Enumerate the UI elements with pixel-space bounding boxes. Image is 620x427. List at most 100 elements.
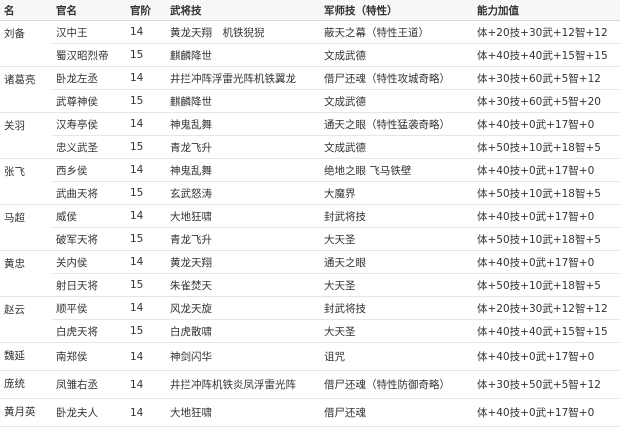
- stat-bonus: 体+20技+30武+12智+12: [473, 20, 620, 44]
- header-cell: 武将技: [166, 0, 320, 21]
- table-row: 白虎天将 15 白虎散啸 大天圣 体+40技+40武+15智+15: [0, 319, 620, 343]
- table-row: 黄忠 关内侯 14 黄龙天翔 通天之眼 体+40技+0武+17智+0: [0, 250, 620, 297]
- stat-bonus: 体+50技+10武+18智+5: [473, 135, 620, 159]
- strategist-skill: 借尸还魂: [320, 398, 473, 427]
- general-skill: 玄武怒涛: [166, 181, 320, 205]
- rank: 14: [126, 370, 166, 399]
- title-name: 忠义武圣: [52, 135, 126, 159]
- stat-bonus: 体+50技+10武+18智+5: [473, 273, 620, 297]
- stat-bonus: 体+50技+10武+18智+5: [473, 227, 620, 251]
- general-name: 关羽: [0, 112, 52, 159]
- stat-bonus: 体+40技+40武+15智+15: [473, 319, 620, 343]
- table-row: 武曲天将 15 玄武怒涛 大魔界 体+50技+10武+18智+5: [0, 181, 620, 205]
- general-name: 诸葛亮: [0, 66, 52, 113]
- general-skill: 黄龙天翔: [166, 250, 320, 274]
- table-row: 庞统 凤雏右丞 14 井拦冲阵机铁炎凤浮雷光阵 借尸还魂（特性防御奇略） 体+30技+50…: [0, 370, 620, 399]
- general-name: 马超: [0, 204, 52, 251]
- general-skill: 风龙天旋: [166, 296, 320, 320]
- strategist-skill: 蔽天之幕（特性王道）: [320, 20, 473, 44]
- table-row: 刘备 汉中王 14 黄龙天翔 机铁猊猊 蔽天之幕（特性王道） 体+20技+30武+12智+…: [0, 20, 620, 67]
- table-row: 张飞 西乡侯 14 神鬼乱舞 绝地之眼 飞马铁壁 体+40技+0武+17智+0: [0, 158, 620, 205]
- table-body: 刘备 汉中王 14 黄龙天翔 机铁猊猊 蔽天之幕（特性王道） 体+20技+30武+12智+…: [0, 20, 620, 427]
- general-skill: 青龙飞升: [166, 227, 320, 251]
- general-name: 魏延: [0, 342, 52, 371]
- title-name: 蜀汉昭烈帝: [52, 43, 126, 67]
- table-row: 马超 威侯 14 大地狂啸 封武将技 体+40技+0武+17智+0: [0, 204, 620, 251]
- rank: 14: [126, 250, 166, 274]
- title-name: 射日天将: [52, 273, 126, 297]
- title-name: 凤雏右丞: [52, 370, 126, 399]
- title-name: 白虎天将: [52, 319, 126, 343]
- rank: 14: [126, 66, 166, 90]
- strategist-skill: 通天之眼（特性猛袭奇略）: [320, 112, 473, 136]
- header-cell: 官阶: [126, 0, 166, 21]
- general-name: 张飞: [0, 158, 52, 205]
- rank: 15: [126, 273, 166, 297]
- general-skill: 青龙飞升: [166, 135, 320, 159]
- header-cell: 名: [0, 0, 52, 21]
- title-name: 威侯: [52, 204, 126, 228]
- strategist-skill: 文成武德: [320, 135, 473, 159]
- title-name: 卧龙夫人: [52, 398, 126, 427]
- rank: 15: [126, 227, 166, 251]
- header-row: 名官名 官阶 武将技 军师技（特性） 能力加值: [0, 0, 620, 21]
- stat-bonus: 体+40技+40武+15智+15: [473, 43, 620, 67]
- stat-bonus: 体+40技+0武+17智+0: [473, 204, 620, 228]
- strategist-skill: 大天圣: [320, 319, 473, 343]
- strategist-skill: 借尸还魂（特性防御奇略）: [320, 370, 473, 399]
- title-name: 顺平侯: [52, 296, 126, 320]
- table-row: 诸葛亮 卧龙左丞 14 井拦冲阵浮雷光阵机铁翼龙 借尸还魂（特性攻城奇略） 体+30技+6…: [0, 66, 620, 113]
- rank: 15: [126, 89, 166, 113]
- table-row: 破军天将 15 青龙飞升 大天圣 体+50技+10武+18智+5: [0, 227, 620, 251]
- rank: 15: [126, 43, 166, 67]
- rank: 14: [126, 342, 166, 371]
- general-skill: 白虎散啸: [166, 319, 320, 343]
- general-name: 赵云: [0, 296, 52, 343]
- title-name: 西乡侯: [52, 158, 126, 182]
- title-name: 南郑侯: [52, 342, 126, 371]
- header-cell: 能力加值: [473, 0, 620, 21]
- rank: 14: [126, 112, 166, 136]
- table-row: 武尊神侯 15 麒麟降世 文成武德 体+30技+60武+5智+20: [0, 89, 620, 113]
- rank: 14: [126, 296, 166, 320]
- general-skill: 黄龙天翔 机铁猊猊: [166, 20, 320, 44]
- general-skill: 麒麟降世: [166, 43, 320, 67]
- stat-bonus: 体+30技+60武+5智+12: [473, 66, 620, 90]
- general-name: 黄月英: [0, 398, 52, 427]
- table-row: 赵云 顺平侯 14 风龙天旋 封武将技 体+20技+30武+12智+12: [0, 296, 620, 343]
- general-skill: 井拦冲阵机铁炎凤浮雷光阵: [166, 370, 320, 399]
- title-name: 武尊神侯: [52, 89, 126, 113]
- rank: 15: [126, 135, 166, 159]
- rank: 14: [126, 398, 166, 427]
- stat-bonus: 体+40技+0武+17智+0: [473, 112, 620, 136]
- stat-bonus: 体+30技+50武+5智+12: [473, 370, 620, 399]
- title-name: 武曲天将: [52, 181, 126, 205]
- rank: 14: [126, 158, 166, 182]
- rank: 15: [126, 319, 166, 343]
- stat-bonus: 体+40技+0武+17智+0: [473, 398, 620, 427]
- title-name: 破军天将: [52, 227, 126, 251]
- strategist-skill: 通天之眼: [320, 250, 473, 274]
- stat-bonus: 体+20技+30武+12智+12: [473, 296, 620, 320]
- table-row: 黄月英 卧龙夫人 14 大地狂啸 借尸还魂 体+40技+0武+17智+0: [0, 398, 620, 427]
- header-cell: 军师技（特性）: [320, 0, 473, 21]
- title-name: 卧龙左丞: [52, 66, 126, 90]
- stat-bonus: 体+50技+10武+18智+5: [473, 181, 620, 205]
- general-skill: 大地狂啸: [166, 204, 320, 228]
- table-row: 忠义武圣 15 青龙飞升 文成武德 体+50技+10武+18智+5: [0, 135, 620, 159]
- stat-bonus: 体+40技+0武+17智+0: [473, 342, 620, 371]
- strategist-skill: 大魔界: [320, 181, 473, 205]
- general-skill: 麒麟降世: [166, 89, 320, 113]
- strategist-skill: 封武将技: [320, 204, 473, 228]
- stat-bonus: 体+30技+60武+5智+20: [473, 89, 620, 113]
- general-skill: 朱雀焚天: [166, 273, 320, 297]
- strategist-skill: 大天圣: [320, 227, 473, 251]
- strategist-skill: 文成武德: [320, 89, 473, 113]
- general-name: 刘备: [0, 20, 52, 67]
- rank: 14: [126, 20, 166, 44]
- strategist-skill: 绝地之眼 飞马铁壁: [320, 158, 473, 182]
- stat-bonus: 体+40技+0武+17智+0: [473, 250, 620, 274]
- general-skill: 井拦冲阵浮雷光阵机铁翼龙: [166, 66, 320, 90]
